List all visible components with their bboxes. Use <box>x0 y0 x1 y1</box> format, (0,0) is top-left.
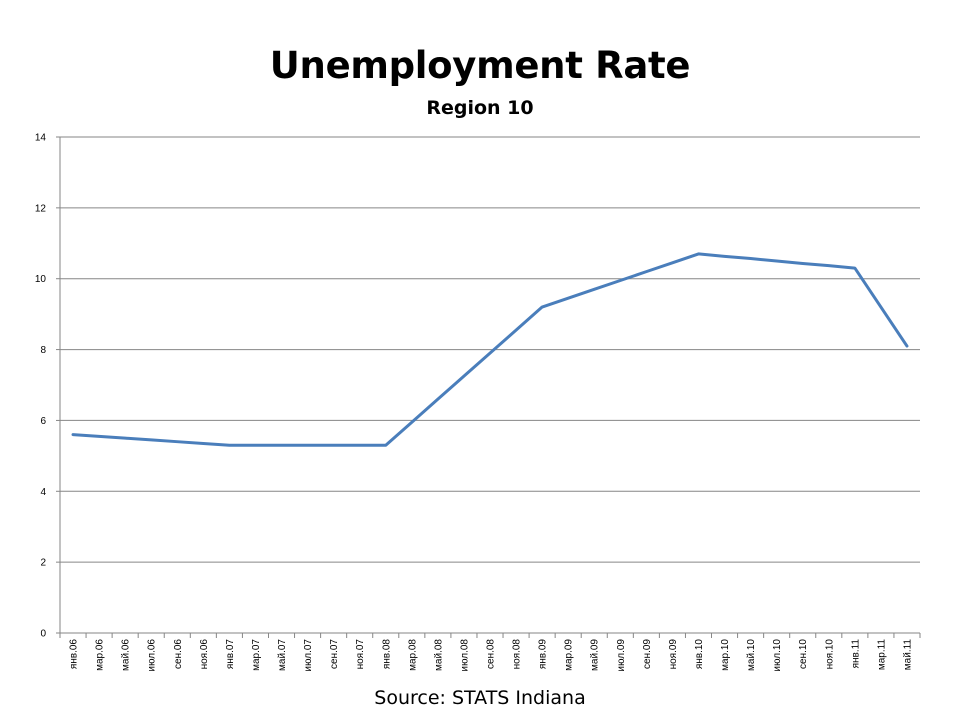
x-tick-label: янв.08 <box>381 639 392 670</box>
x-tick-label: янв.10 <box>694 639 705 670</box>
x-tick-label: май.06 <box>121 639 132 671</box>
y-tick-label: 0 <box>40 629 46 640</box>
x-tick-label: мар.10 <box>720 639 731 671</box>
x-tick-label: ноя.08 <box>512 639 523 670</box>
x-tick-label: июл.06 <box>147 639 158 672</box>
y-tick-label: 8 <box>40 345 46 356</box>
y-tick-label: 2 <box>40 558 46 569</box>
x-tick-label: сен.09 <box>642 639 653 669</box>
x-tick-label: июл.10 <box>772 639 783 672</box>
series-line-0 <box>71 252 909 447</box>
x-tick-label: ноя.07 <box>355 639 366 670</box>
x-tick-label: янв.11 <box>850 639 861 669</box>
x-tick-label: май.09 <box>590 639 601 671</box>
x-tick-label: ноя.10 <box>824 639 835 670</box>
x-tick-label: май.07 <box>277 639 288 671</box>
x-tick-label: сен.07 <box>329 639 340 669</box>
x-tick-label: ноя.09 <box>668 639 679 670</box>
x-tick-label: май.08 <box>433 639 444 671</box>
x-tick-label: июл.09 <box>616 639 627 672</box>
y-tick-label: 10 <box>35 274 47 285</box>
x-tick-label: янв.07 <box>225 639 236 670</box>
x-tick-label: янв.09 <box>538 639 549 670</box>
y-tick-label: 6 <box>40 416 46 427</box>
x-tick-label: мар.08 <box>407 639 418 671</box>
x-tick-label: мар.11 <box>876 639 887 671</box>
x-tick-label: мар.07 <box>251 639 262 671</box>
x-tick-label: мар.06 <box>95 639 106 671</box>
x-tick-label: сен.08 <box>486 639 497 669</box>
x-tick-label: июл.08 <box>459 639 470 672</box>
x-tick-label: сен.10 <box>798 639 809 669</box>
x-tick-label: июл.07 <box>303 639 314 672</box>
source-note: Source: STATS Indiana <box>374 687 586 709</box>
chart-subtitle: Region 10 <box>426 97 534 119</box>
chart-title: Unemployment Rate <box>269 44 691 87</box>
y-tick-label: 4 <box>40 487 46 498</box>
x-tick-label: мар.09 <box>564 639 575 671</box>
y-tick-label: 12 <box>35 203 47 214</box>
x-tick-label: сен.06 <box>173 639 184 669</box>
y-tick-label: 14 <box>35 133 47 144</box>
x-tick-label: янв.06 <box>69 639 80 670</box>
x-tick-label: май.10 <box>746 639 757 671</box>
x-tick-label: май.11 <box>902 639 913 671</box>
x-tick-label: ноя.06 <box>199 639 210 670</box>
